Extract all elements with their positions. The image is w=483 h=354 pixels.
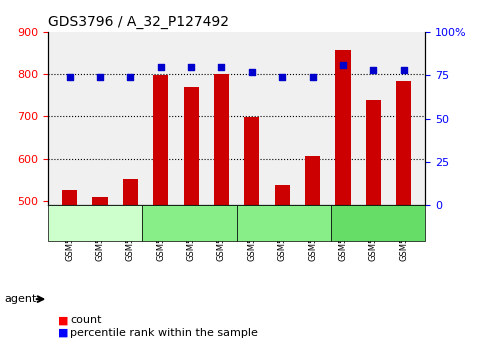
Point: [400, 67, 408, 73]
Point: [218, 64, 226, 69]
Point: [127, 74, 134, 80]
Point: [96, 74, 104, 80]
Point: [66, 74, 73, 80]
Bar: [123, 179, 138, 354]
Bar: [153, 75, 168, 354]
Bar: [214, 74, 229, 354]
Bar: [366, 99, 381, 354]
Text: count: count: [70, 315, 101, 325]
Point: [187, 64, 195, 69]
Bar: [92, 197, 108, 354]
Point: [309, 74, 316, 80]
Text: GlcPAF: GlcPAF: [265, 218, 303, 228]
Bar: [305, 156, 320, 354]
Text: InoPAF: InoPAF: [171, 218, 208, 228]
Bar: [244, 117, 259, 354]
Point: [339, 62, 347, 68]
Bar: [184, 87, 199, 354]
Text: agent: agent: [5, 294, 37, 304]
Text: percentile rank within the sample: percentile rank within the sample: [70, 328, 258, 338]
Bar: [62, 190, 77, 354]
Point: [157, 64, 165, 69]
Point: [369, 67, 377, 73]
Point: [248, 69, 256, 75]
Text: ■: ■: [58, 328, 69, 338]
Bar: [335, 50, 351, 354]
Text: edelfosine: edelfosine: [349, 218, 407, 228]
Text: ■: ■: [58, 315, 69, 325]
Bar: [396, 81, 412, 354]
Point: [278, 74, 286, 80]
Bar: [275, 185, 290, 354]
Text: control: control: [76, 218, 114, 228]
Text: GDS3796 / A_32_P127492: GDS3796 / A_32_P127492: [48, 16, 229, 29]
